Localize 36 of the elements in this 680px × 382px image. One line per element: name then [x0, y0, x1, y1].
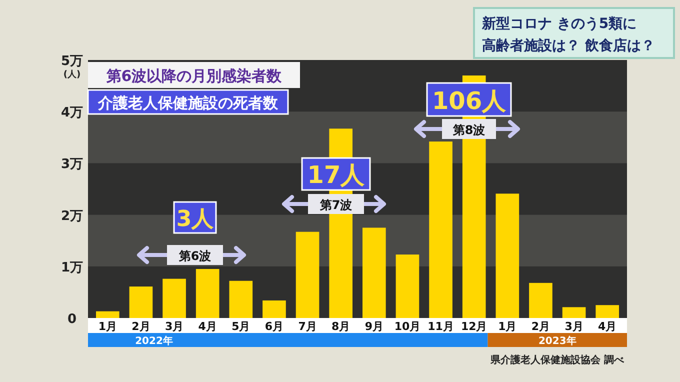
- text: 2023年: [538, 335, 576, 347]
- text: 2022年: [135, 335, 173, 347]
- x-tick-label: 7月: [298, 320, 317, 333]
- y-tick-label: 4万: [60, 106, 84, 121]
- x-tick-label: 2月: [132, 320, 150, 333]
- y-tick-label: 3万: [60, 157, 84, 172]
- y-tick-label: 2万: [60, 208, 84, 224]
- x-tick-label: 9月: [364, 320, 384, 333]
- y-tick-label: 0: [67, 312, 77, 327]
- x-tick-label: 4月: [198, 320, 217, 333]
- x-tick-label: 11月: [428, 320, 454, 333]
- y-tick-label: 5万: [60, 54, 84, 69]
- annotation: 3人: [176, 207, 215, 232]
- x-tick-label: 6月: [264, 320, 284, 333]
- text: 新型コロナ きのう5類に: [481, 15, 637, 32]
- x-tick-label: 1月: [498, 320, 517, 333]
- annotation: 第6波: [178, 249, 212, 263]
- text: 高齢者施設は？ 飲食店は？: [482, 37, 655, 54]
- x-tick-label: 1月: [98, 320, 117, 333]
- x-tick-label: 12月: [460, 320, 488, 333]
- x-tick-label: 8月: [332, 320, 350, 333]
- text: 第6波以降の月別感染者数: [105, 67, 283, 85]
- annotation: 17人: [307, 161, 366, 189]
- x-tick-label: 5月: [232, 320, 250, 333]
- y-axis-title: (人): [63, 69, 81, 80]
- x-tick-label: 3月: [564, 320, 584, 333]
- x-tick-label: 10月: [394, 320, 421, 333]
- text: 県介護老人保健施設協会 調べ: [490, 354, 625, 366]
- x-tick-label: 2月: [531, 320, 550, 333]
- annotation: 第8波: [452, 123, 486, 137]
- annotation: 第7波: [318, 198, 354, 212]
- annotation: 106人: [432, 87, 508, 115]
- y-tick-label: 1万: [60, 260, 84, 276]
- x-tick-label: 3月: [164, 320, 184, 333]
- text: 介護老人保健施設の死者数: [97, 94, 279, 112]
- x-tick-label: 4月: [598, 320, 617, 333]
